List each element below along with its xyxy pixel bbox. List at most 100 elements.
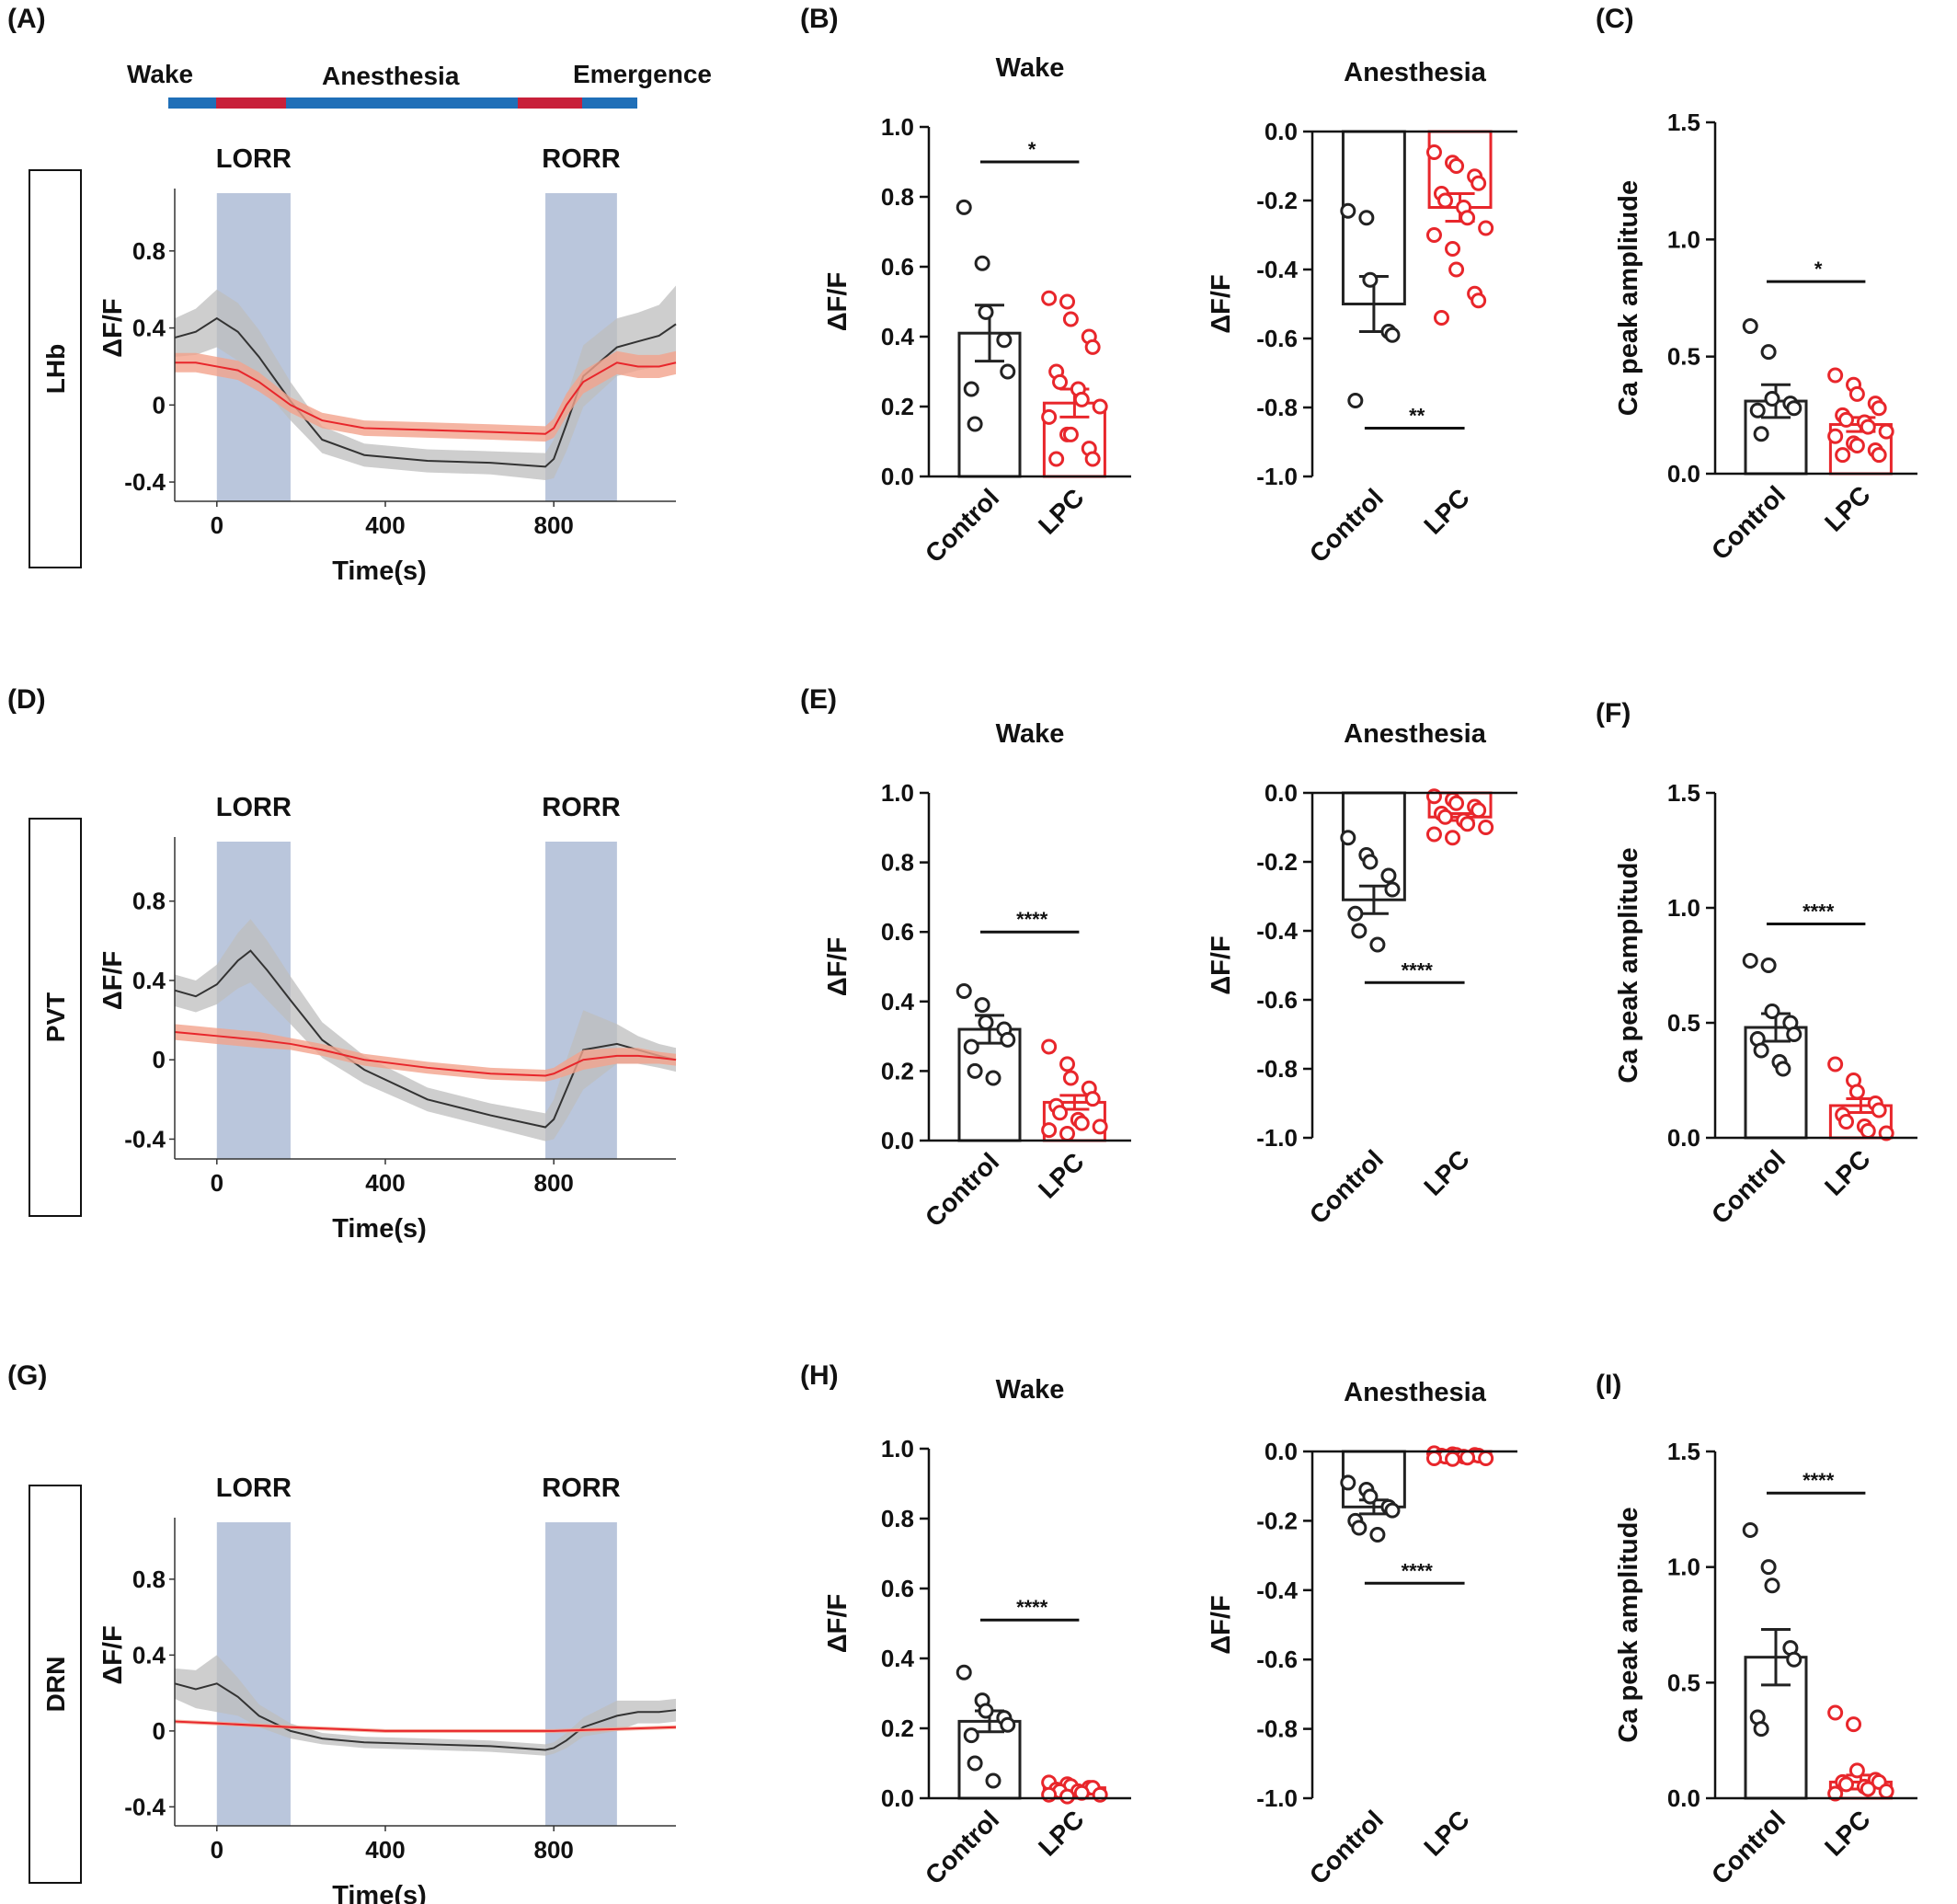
significance-label: **** [1016, 1596, 1048, 1619]
data-point-control [1753, 1042, 1769, 1059]
data-point-lpc [1092, 1118, 1108, 1135]
chart-title: Anesthesia [1344, 1378, 1487, 1407]
data-point-lpc [1878, 1125, 1894, 1141]
data-point-control [1384, 1502, 1401, 1519]
series-band-control [175, 1655, 676, 1756]
y-tick-label: 0.0 [1667, 460, 1700, 487]
y-tick-label: -0.8 [1256, 1055, 1298, 1083]
epoch-label: LORR [216, 793, 292, 822]
x-tick-label: 800 [533, 1836, 573, 1864]
data-point-lpc [1041, 290, 1058, 306]
y-tick-label: 1.5 [1667, 109, 1700, 136]
y-tick-label: 1.5 [1667, 1438, 1700, 1465]
data-point-lpc [1041, 1122, 1058, 1139]
timeline-label-wake: Wake [127, 60, 193, 88]
y-tick-label: 1.0 [1667, 1554, 1700, 1581]
data-point-lpc [1871, 400, 1887, 417]
data-point-lpc [1059, 1056, 1076, 1072]
timeline-segment-anesthesia [286, 97, 518, 109]
y-tick-label: 0.6 [881, 1575, 914, 1602]
data-point-control [1347, 905, 1364, 922]
data-point-lpc [1084, 338, 1101, 355]
data-point-control [1760, 344, 1777, 361]
data-point-lpc [1437, 192, 1454, 209]
data-point-control [1384, 881, 1401, 898]
epoch-label: LORR [216, 1474, 292, 1503]
data-point-lpc [1860, 1123, 1876, 1139]
data-point-lpc [1459, 816, 1476, 832]
series-line-control [174, 949, 677, 1129]
data-point-lpc [1425, 826, 1442, 843]
y-tick-label: 0.4 [881, 1645, 915, 1672]
data-point-lpc [1073, 391, 1090, 407]
chart-title: Wake [996, 1375, 1065, 1405]
y-tick-label: 1.0 [881, 1435, 914, 1462]
data-point-lpc [1846, 1716, 1862, 1733]
timeline-segment-recovery [582, 97, 637, 109]
y-tick-label: -0.8 [1256, 394, 1298, 421]
y-axis-label: ΔF/F [1207, 1595, 1236, 1654]
data-point-lpc [1425, 227, 1442, 243]
y-tick-label: 0.0 [881, 1784, 914, 1812]
region-label-lhb: LHb [41, 344, 70, 394]
series-band-lpc [175, 350, 676, 442]
data-point-control [1786, 400, 1802, 417]
chart-d-pvt-trace: LORR RORR -0.4 0 0.4 0.8 0 400 800 Time(s) ΔF/F [98, 793, 677, 1244]
y-tick-label: 0 [153, 1046, 166, 1073]
y-axis-label: ΔF/F [98, 951, 128, 1010]
y-tick-label: -0.6 [1256, 325, 1298, 352]
data-point-lpc [1827, 1785, 1844, 1802]
timeline-label-emergence: Emergence [573, 60, 712, 88]
data-point-lpc [1838, 1114, 1855, 1130]
epoch-label: RORR [542, 793, 620, 822]
x-tick-label: Control [1304, 483, 1389, 568]
data-point-lpc [1445, 1451, 1461, 1467]
panel-label-e: (E) [800, 684, 837, 715]
data-point-lpc [1827, 367, 1844, 384]
x-tick-label: LPC [1033, 1147, 1090, 1204]
data-point-control [956, 199, 972, 215]
y-tick-label: 0.4 [132, 315, 166, 342]
chart-title: Wake [996, 719, 1065, 749]
x-tick-label: 400 [365, 511, 405, 539]
data-point-control [978, 1014, 994, 1030]
y-tick-label: -0.6 [1256, 986, 1298, 1014]
data-point-lpc [1827, 1056, 1844, 1072]
y-tick-label: -1.0 [1256, 1784, 1298, 1812]
data-point-lpc [1478, 820, 1494, 835]
y-tick-label: -0.2 [1256, 187, 1298, 214]
y-tick-label: -0.4 [124, 1793, 166, 1820]
chart-e-anesthesia: Control LPC -1.0 -0.8 -0.6 -0.4 -0.2 0.0 Anesthe… [1207, 719, 1517, 1230]
data-point-control [1775, 1061, 1791, 1077]
series-line-lpc [175, 361, 677, 435]
series-line-lpc [174, 1031, 677, 1077]
data-point-lpc [1827, 1704, 1844, 1721]
significance-label: **** [1016, 908, 1048, 931]
data-point-lpc [1445, 241, 1461, 257]
data-point-control [1760, 958, 1777, 973]
y-tick-label: 0.0 [881, 463, 914, 490]
data-point-control [1340, 830, 1356, 846]
x-tick-label: LPC [1819, 1805, 1876, 1862]
epoch-label: LORR [216, 144, 292, 174]
data-point-control [1384, 327, 1401, 343]
region-box-lhb [29, 169, 82, 568]
y-tick-label: 0.5 [1667, 343, 1700, 371]
y-tick-label: 0.0 [881, 1127, 914, 1154]
x-tick-label: 800 [533, 511, 573, 539]
data-point-control [1753, 1721, 1769, 1738]
data-point-control [1742, 953, 1758, 969]
data-point-lpc [1471, 175, 1487, 191]
data-point-lpc [1433, 310, 1449, 326]
significance-label: * [1028, 138, 1036, 161]
y-tick-label: 0.8 [132, 237, 166, 265]
data-point-lpc [1041, 408, 1058, 425]
data-point-lpc [1425, 144, 1442, 160]
y-tick-label: -1.0 [1256, 463, 1298, 490]
data-point-control [1340, 1474, 1356, 1491]
x-tick-label: Control [920, 1147, 1004, 1232]
y-tick-label: 0.0 [1265, 779, 1298, 807]
panel-label-d: (D) [7, 684, 46, 715]
data-point-control [956, 1664, 972, 1680]
panel-label-c: (C) [1596, 4, 1634, 34]
